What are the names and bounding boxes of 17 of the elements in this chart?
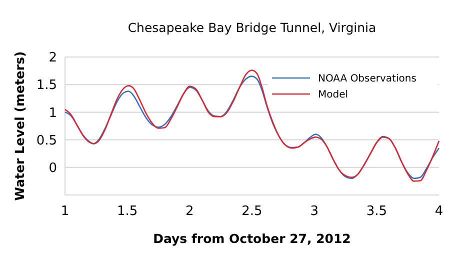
x-axis-title: Days from October 27, 2012 <box>153 231 351 246</box>
y-tick-label: 1.5 <box>36 78 57 94</box>
x-tick-label: 1 <box>60 204 70 219</box>
x-tick-label: 3 <box>310 204 318 219</box>
y-tick-label: 0 <box>48 160 57 176</box>
y-tick-label: 2 <box>48 50 57 66</box>
x-tick-label: 2.5 <box>242 204 262 219</box>
x-tick-label: 4 <box>434 204 444 219</box>
y-tick-label: 1 <box>48 106 57 121</box>
x-tick-label: 3.5 <box>366 204 388 219</box>
legend-label: Model <box>318 90 348 100</box>
chart-title: Chesapeake Bay Bridge Tunnel, Virginia <box>128 20 376 35</box>
x-tick-label: 1.5 <box>116 204 138 219</box>
y-tick-label: 0.5 <box>36 133 57 148</box>
legend-label: NOAA Observations <box>318 74 416 84</box>
x-tick-label: 2 <box>186 204 194 219</box>
y-axis-title: Water Level (meters) <box>12 51 27 201</box>
